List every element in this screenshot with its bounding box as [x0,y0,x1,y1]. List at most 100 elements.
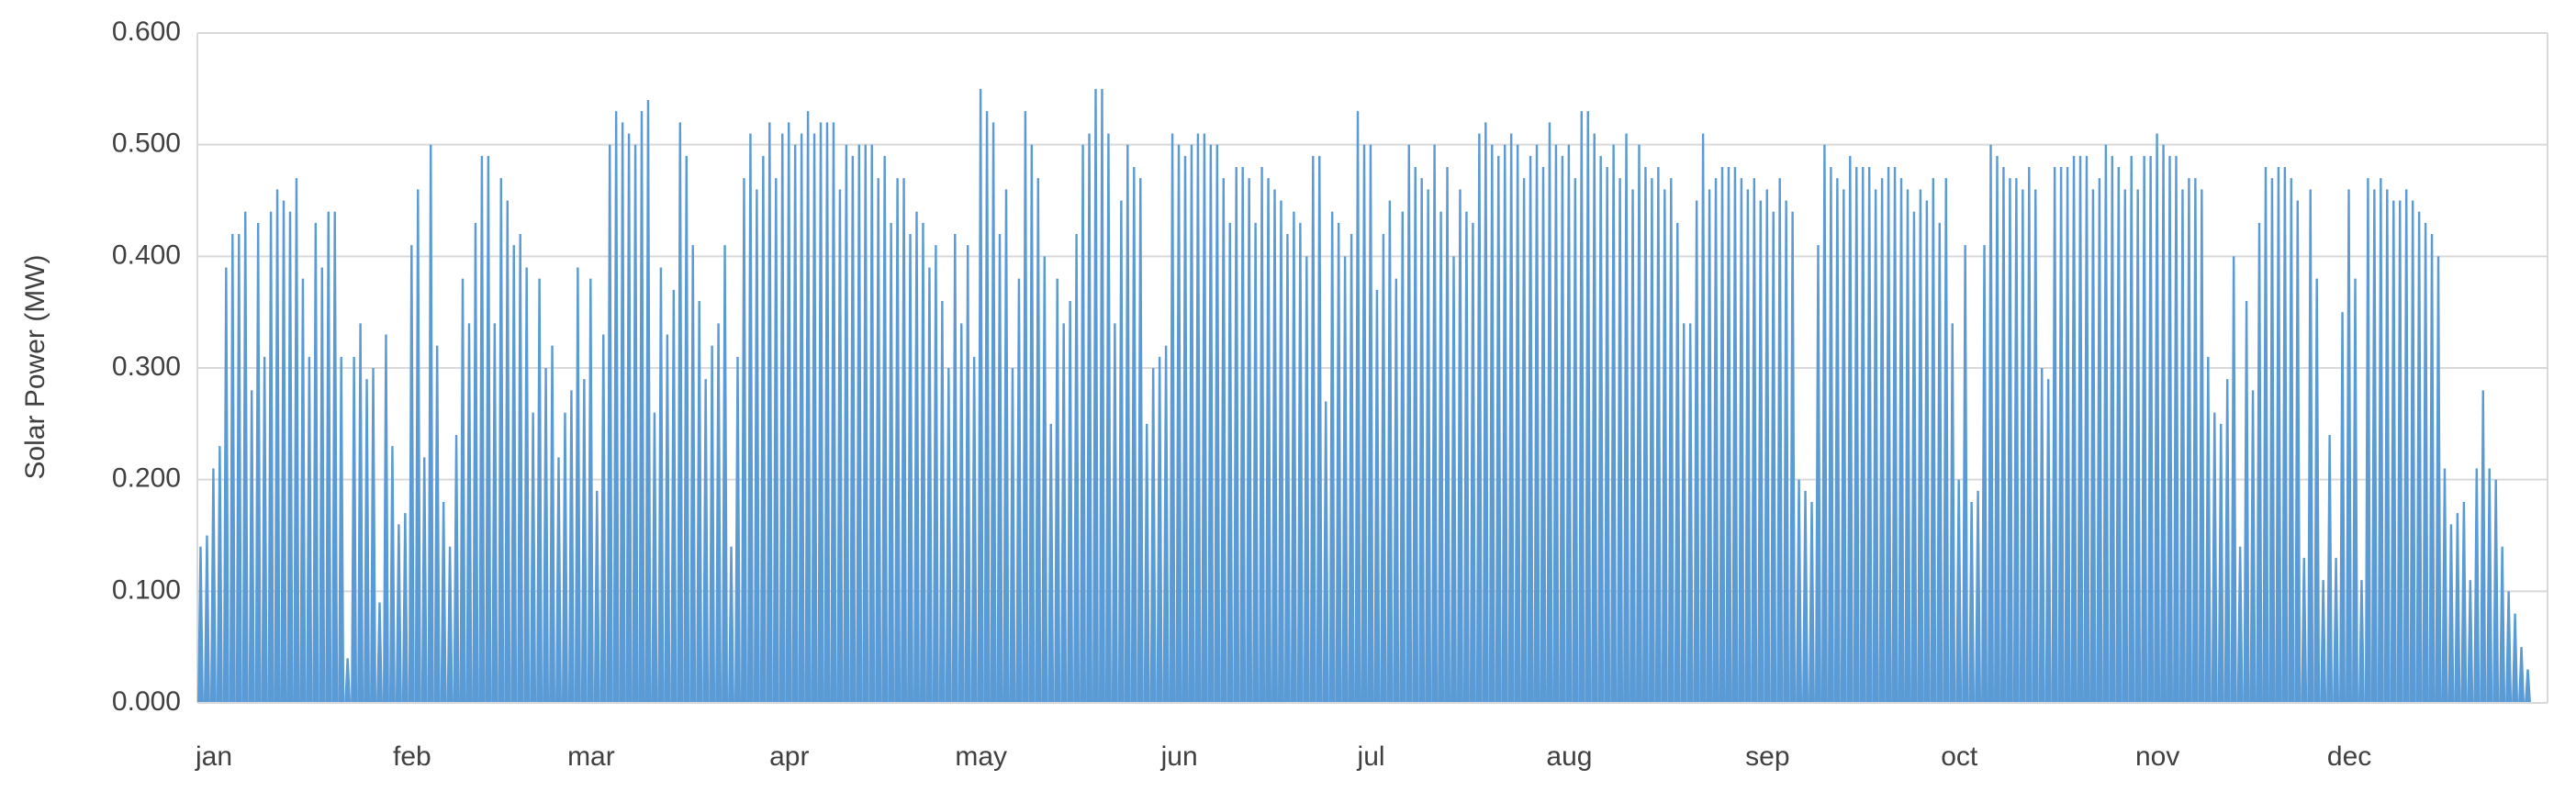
daily-peak [1290,211,1297,703]
daily-peak [344,658,352,703]
daily-peak [683,155,690,704]
daily-peak [2096,178,2103,703]
daily-peak [1041,256,1048,703]
daily-peak [2025,167,2033,703]
daily-peak [1444,167,1451,703]
daily-peak [1757,200,1764,703]
x-tick-label: dec [2327,741,2371,772]
y-tick-label: 0.500 [112,128,181,159]
daily-peak [1143,423,1150,703]
daily-peak [798,133,805,703]
daily-peak [938,301,946,703]
daily-peak [1597,155,1605,704]
y-axis-label: Solar Power (MW) [20,254,50,479]
daily-peak [1617,178,1624,703]
daily-peak [1661,189,1668,704]
daily-peak [2396,200,2403,703]
daily-peak [1604,167,1611,703]
y-tick-label: 0.300 [112,351,181,382]
daily-peak [670,289,678,703]
daily-peak [2217,423,2224,703]
daily-peak [811,133,818,703]
daily-peak [2473,468,2481,703]
daily-peak [1744,189,1752,704]
daily-peak [427,144,434,703]
daily-peak [830,122,837,704]
daily-peak [772,178,779,703]
daily-peak [696,301,703,703]
daily-peak [1182,155,1189,704]
daily-peak [1015,278,1023,703]
daily-peak [1335,222,1342,704]
daily-peak [1731,167,1739,703]
daily-peak [785,122,792,704]
daily-peak [1475,133,1483,703]
daily-peak [216,446,223,703]
daily-peak [1667,178,1674,703]
x-tick-label: oct [1941,741,1978,772]
daily-peak [1431,144,1439,703]
daily-peak [2492,479,2500,703]
daily-peak [1098,88,1105,704]
daily-peak [357,323,364,703]
daily-peak [408,245,415,703]
y-tick-label: 0.400 [112,240,181,270]
daily-peak [209,468,217,703]
daily-peak [1462,211,1470,703]
daily-peak [1975,490,1982,703]
daily-peak [2191,178,2199,703]
daily-peak [849,155,857,704]
daily-peak [1859,167,1866,703]
daily-peak [1309,155,1316,704]
daily-peak [2415,211,2423,703]
daily-peak [1507,133,1515,703]
daily-peak [2102,144,2110,703]
daily-peak [1936,222,1943,704]
daily-peak [1130,167,1137,703]
daily-peak [612,111,620,703]
daily-peak [2351,278,2358,703]
daily-peak [331,211,339,703]
daily-peak [1693,200,1700,703]
daily-peak [2512,613,2519,703]
daily-peak [2044,379,2052,703]
daily-peak [1751,178,1758,703]
daily-peak [722,245,729,703]
daily-peak [433,345,441,703]
daily-peak [351,356,358,703]
daily-peak [1699,133,1707,703]
daily-peak [453,435,460,703]
daily-peak [2307,189,2314,704]
daily-peak [1833,178,1841,703]
daily-peak [1277,200,1284,703]
daily-peak [1054,278,1061,703]
daily-peak [689,245,697,703]
daily-peak [1533,144,1540,703]
daily-peak [1495,155,1502,704]
daily-peak [478,155,486,704]
daily-peak [1878,178,1886,703]
daily-peak [709,345,716,703]
daily-peak [2409,200,2416,703]
daily-peak [1469,222,1476,704]
daily-peak [2115,167,2122,703]
daily-peak [2268,178,2276,703]
daily-peak [549,345,556,703]
daily-peak [2077,155,2084,704]
daily-peak [964,245,971,703]
daily-peak [1188,144,1195,703]
daily-peak [804,111,812,703]
daily-peak [1917,189,1924,704]
daily-peak [1770,211,1777,703]
daily-peak [1175,144,1182,703]
daily-peak [2256,222,2263,704]
daily-peak [1303,256,1310,703]
daily-peak [843,144,850,703]
daily-peak [2428,234,2436,703]
daily-peak [1719,167,1726,703]
daily-peak [746,133,754,703]
daily-peak [2422,222,2429,704]
daily-peak [977,88,984,704]
daily-peak [1373,289,1381,703]
